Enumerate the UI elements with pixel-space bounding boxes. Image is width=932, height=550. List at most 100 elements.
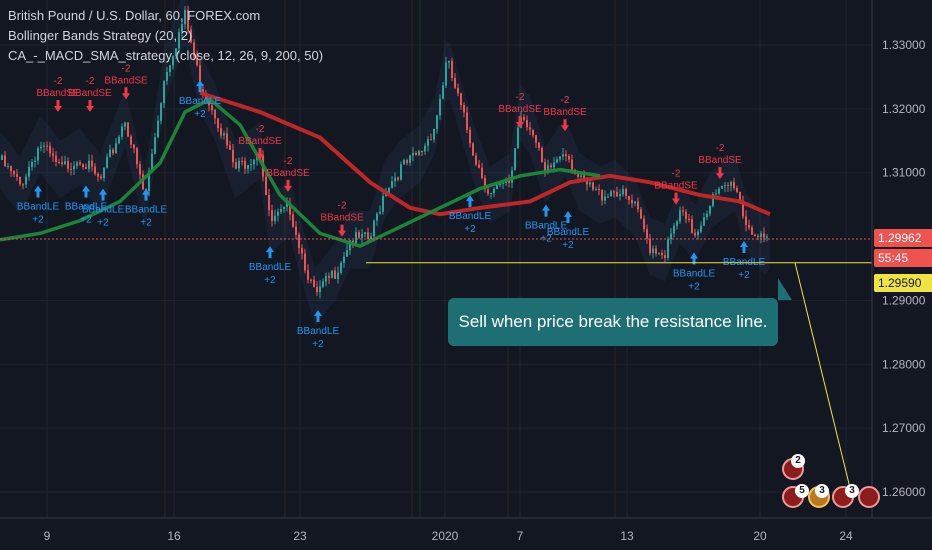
candle-body xyxy=(625,188,627,196)
candle-body xyxy=(760,233,762,237)
candle-body xyxy=(154,137,156,154)
chart-grid xyxy=(0,0,872,518)
candle-body xyxy=(688,218,690,220)
candle-body xyxy=(559,156,561,160)
candle-body xyxy=(676,221,678,226)
trade-idea-callout[interactable]: Sell when price break the resistance lin… xyxy=(448,298,778,346)
candle-body xyxy=(103,167,105,179)
candle-body xyxy=(232,149,234,163)
candle-body xyxy=(721,185,723,189)
drawing-lines xyxy=(0,238,872,489)
candle-body xyxy=(487,189,489,194)
candle-body xyxy=(685,211,687,219)
study-macd-sma[interactable]: CA_-_MACD_SMA_strategy (close, 12, 26, 9… xyxy=(8,48,324,63)
candle-body xyxy=(250,164,252,166)
candle-body xyxy=(286,203,288,207)
event-count-badge[interactable]: 2 xyxy=(791,454,805,468)
price-axis-label: 1.27000 xyxy=(882,421,926,435)
candle-body xyxy=(31,161,33,168)
candle-body xyxy=(67,161,69,169)
price-axis-label: 1.28000 xyxy=(882,357,926,371)
short-signal-label: BBandSE xyxy=(498,104,542,115)
candle-body xyxy=(214,110,216,119)
candle-body xyxy=(46,145,48,147)
long-signal-qty: +2 xyxy=(32,214,44,225)
long-signal-qty: +2 xyxy=(688,282,700,293)
short-signal-arrow-icon xyxy=(561,119,569,132)
event-count-badge[interactable]: 3 xyxy=(815,484,829,498)
candle-body xyxy=(253,159,255,165)
candle-body xyxy=(538,142,540,149)
long-signal-label: BBandLE xyxy=(82,205,125,216)
long-signal-label: BBandLE xyxy=(525,221,568,232)
candle-body xyxy=(175,48,177,57)
candle-body xyxy=(457,87,459,94)
candle-body xyxy=(295,226,297,235)
candle-body xyxy=(619,194,621,197)
short-signal-qty: -2 xyxy=(672,169,681,180)
resistance-price-tag: 1.29590 xyxy=(874,274,932,292)
short-signal-label: BBandSE xyxy=(36,88,80,99)
candle-body xyxy=(430,139,432,141)
study-bollinger[interactable]: Bollinger Bands Strategy (20, 2) xyxy=(8,28,193,43)
long-signal-arrow-icon xyxy=(99,188,107,201)
candle-body xyxy=(415,152,417,156)
short-signal-qty: -2 xyxy=(716,143,725,154)
candle-body xyxy=(646,229,648,239)
candle-body xyxy=(202,89,204,94)
candle-body xyxy=(316,286,318,293)
candle-body xyxy=(667,239,669,258)
candle-body xyxy=(121,126,123,137)
candle-body xyxy=(598,188,600,190)
candle-body xyxy=(16,174,18,177)
current-price-tag: 1.29962 xyxy=(874,229,932,247)
candle-body xyxy=(427,139,429,146)
short-signal-qty: -2 xyxy=(338,201,347,212)
candle-body xyxy=(49,145,51,154)
candle-body xyxy=(388,187,390,193)
candle-body xyxy=(613,191,615,193)
candle-body xyxy=(637,201,639,210)
candle-body xyxy=(400,164,402,180)
candle-body xyxy=(355,232,357,245)
candle-body xyxy=(178,32,180,49)
event-count-badge[interactable]: 5 xyxy=(795,484,809,498)
candle-body xyxy=(76,162,78,166)
flag-event-icon[interactable] xyxy=(858,486,880,508)
candle-body xyxy=(661,252,663,256)
candle-body xyxy=(523,117,525,120)
candle-body xyxy=(358,232,360,238)
candle-body xyxy=(298,234,300,248)
candle-body xyxy=(748,225,750,228)
candle-body xyxy=(703,217,705,226)
symbol-title[interactable]: British Pound / U.S. Dollar, 60, FOREX.c… xyxy=(8,8,261,23)
candle-body xyxy=(211,105,213,111)
candle-body xyxy=(331,270,333,278)
candle-body xyxy=(217,118,219,129)
candle-body xyxy=(307,270,309,280)
candle-body xyxy=(37,148,39,161)
event-count-badge[interactable]: 3 xyxy=(845,484,859,498)
short-signal-label: BBandSE xyxy=(320,213,364,224)
callout-pointer xyxy=(778,278,792,300)
candle-body xyxy=(82,164,84,168)
candle-body xyxy=(469,129,471,144)
candle-body xyxy=(163,80,165,104)
candle-body xyxy=(517,127,519,149)
short-signal-label: BBandSE xyxy=(698,155,742,166)
time-axis-label: 13 xyxy=(620,529,634,543)
candle-body xyxy=(526,119,528,128)
candle-body xyxy=(724,184,726,186)
long-signal-arrow-icon xyxy=(34,185,42,198)
long-signal-arrow-icon xyxy=(266,246,274,259)
candle-body xyxy=(418,150,420,156)
long-signal-label: BBandLE xyxy=(673,269,716,280)
candle-body xyxy=(184,10,186,25)
short-signal-arrow-icon xyxy=(672,192,680,205)
candle-body xyxy=(454,78,456,88)
candle-body xyxy=(325,275,327,282)
candle-body xyxy=(604,196,606,201)
candle-body xyxy=(640,209,642,219)
